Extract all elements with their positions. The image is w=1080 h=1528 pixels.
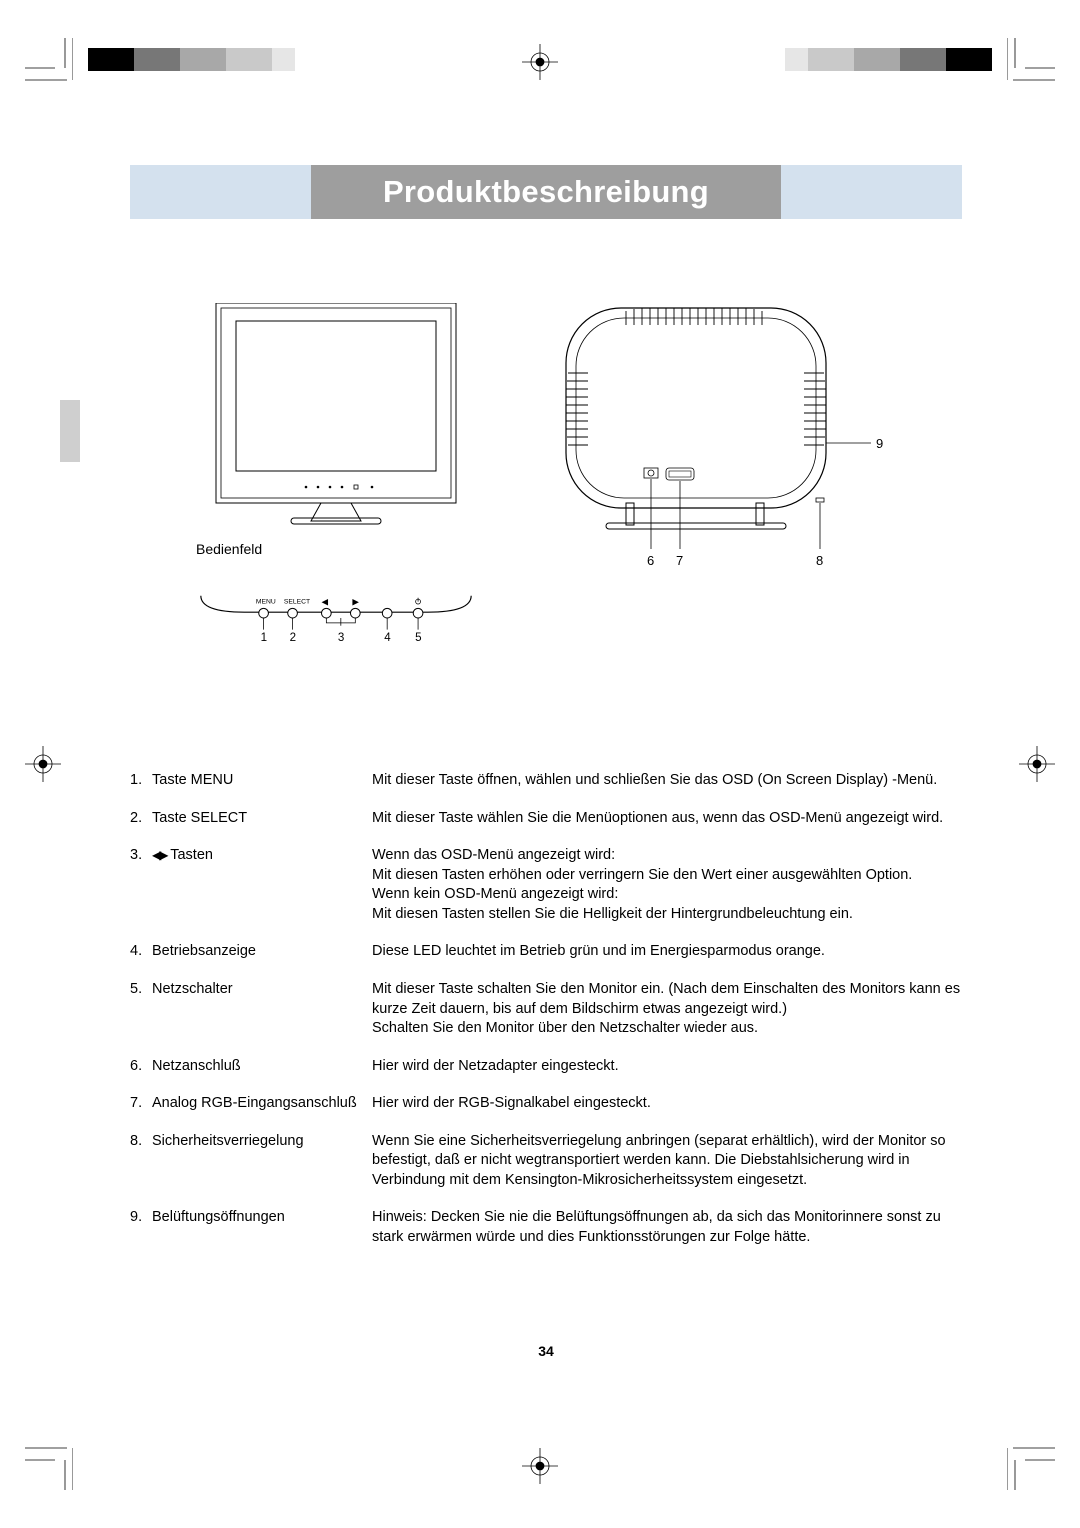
svg-text:4: 4 (384, 632, 391, 644)
section-title: Produktbeschreibung (311, 165, 781, 219)
list-item: 4.BetriebsanzeigeDiese LED leuchtet im B… (130, 942, 962, 962)
svg-text:◀: ◀ (322, 596, 329, 606)
registration-mark-top (522, 44, 558, 80)
diagram-rear-view: 9 6 7 8 (546, 303, 896, 651)
page-content: Produktbeschreibung Bedienfeld (130, 165, 962, 1363)
diagram-control-panel: MENU SELECT ◀ ▶ 1 (196, 590, 476, 646)
svg-text:9: 9 (876, 436, 883, 451)
crop-mark (25, 1442, 73, 1490)
diagram-front-view: Bedienfeld MENU SELECT ◀ ▶ (196, 303, 476, 651)
list-item: 3.◀▶ TastenWenn das OSD-Menü angezeigt w… (130, 846, 962, 924)
list-item: 6.NetzanschlußHier wird der Netzadapter … (130, 1057, 962, 1077)
colorbar-left (88, 48, 295, 71)
svg-text:7: 7 (676, 553, 683, 568)
bedienfeld-label: Bedienfeld (196, 541, 262, 557)
svg-text:8: 8 (816, 553, 823, 568)
svg-text:2: 2 (290, 632, 296, 644)
registration-mark-right (1019, 746, 1055, 782)
list-item: 1.Taste MENUMit dieser Taste öffnen, wäh… (130, 771, 962, 791)
crop-mark (25, 38, 73, 86)
list-item: 2.Taste SELECTMit dieser Taste wählen Si… (130, 809, 962, 829)
svg-text:5: 5 (415, 632, 421, 644)
panel-menu-label: MENU (256, 599, 276, 606)
registration-mark-bottom (522, 1448, 558, 1484)
list-item: 8.SicherheitsverriegelungWenn Sie eine S… (130, 1132, 962, 1191)
registration-mark-left (25, 746, 61, 782)
crop-mark (1007, 38, 1055, 86)
panel-select-label: SELECT (284, 599, 310, 606)
description-list: 1.Taste MENUMit dieser Taste öffnen, wäh… (130, 771, 962, 1248)
svg-text:1: 1 (261, 632, 267, 644)
section-heading: Produktbeschreibung (130, 165, 962, 219)
list-item: 5.NetzschalterMit dieser Taste schalten … (130, 980, 962, 1039)
side-tab (60, 400, 80, 462)
svg-text:▶: ▶ (352, 596, 359, 606)
list-item: 7.Analog RGB-EingangsanschlußHier wird d… (130, 1094, 962, 1114)
svg-text:6: 6 (647, 553, 654, 568)
page-number: 34 (130, 1343, 962, 1359)
svg-text:3: 3 (338, 632, 344, 644)
colorbar-right (785, 48, 992, 71)
list-item: 9.BelüftungsöffnungenHinweis: Decken Sie… (130, 1208, 962, 1247)
crop-mark (1007, 1442, 1055, 1490)
